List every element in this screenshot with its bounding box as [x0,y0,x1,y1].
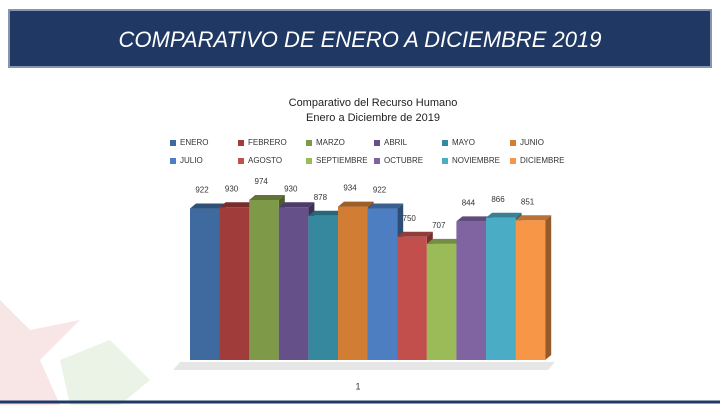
bar-top [515,215,552,221]
bar [338,206,368,360]
data-label: 930 [284,184,298,193]
bar [456,221,486,360]
legend-label: FEBRERO [248,138,287,147]
bar [278,207,309,360]
legend-swatch [442,158,448,164]
legend-label: DICIEMBRE [520,156,564,165]
x-tick-label: 1 [355,381,360,391]
header-title: COMPARATIVO DE ENERO A DICIEMBRE 2019 [119,27,602,52]
data-label: 851 [521,197,535,206]
legend-swatch [374,158,380,164]
data-label: 866 [491,195,505,204]
legend-swatch [510,158,516,164]
legend-label: MAYO [452,138,475,147]
decoration [60,340,150,405]
floor [173,362,555,370]
data-label: 922 [195,186,209,195]
data-label: 930 [225,184,239,193]
bar-top [190,203,226,209]
legend-swatch [442,140,448,146]
legend-swatch [374,140,380,146]
bar [190,208,220,360]
decoration [0,300,80,405]
bar-top [486,212,522,218]
data-label: 922 [373,186,387,195]
data-label: 934 [343,184,357,193]
bar-top [397,231,433,237]
bar-top [278,202,315,208]
bar-top [338,201,374,207]
legend-swatch [170,140,176,146]
legend-label: AGOSTO [248,156,282,165]
legend-swatch [238,140,244,146]
legend-label: ENERO [180,138,208,147]
bar [219,207,250,360]
bar-top [456,216,492,222]
bar-top [219,202,256,208]
legend-swatch [238,158,244,164]
bar [308,215,338,360]
bar [397,236,427,360]
legend-label: JULIO [180,156,203,165]
bar [515,220,546,360]
legend-label: MARZO [316,138,345,147]
legend-swatch [510,140,516,146]
legend-label: ABRIL [384,138,408,147]
legend-swatch [306,158,312,164]
data-label: 974 [255,177,269,186]
bar-top [367,203,404,209]
bar-top [249,195,285,200]
bar-top [308,210,344,216]
bar [249,200,279,360]
bar [486,217,516,360]
bar-side [545,215,552,360]
bar [367,208,398,360]
header-banner [8,9,712,68]
legend-label: OCTUBRE [384,156,423,165]
data-label: 878 [314,193,328,202]
data-label: 750 [403,214,417,223]
bar-top [426,238,463,244]
data-label: 707 [432,221,446,230]
bar [426,243,457,360]
legend-swatch [306,140,312,146]
legend-label: SEPTIEMBRE [316,156,368,165]
legend-label: JUNIO [520,138,544,147]
data-label: 844 [462,198,476,207]
legend-swatch [170,158,176,164]
chart-title: Comparativo del Recurso Humano [289,97,458,109]
chart-title: Enero a Diciembre de 2019 [306,112,440,124]
legend-label: NOVIEMBRE [452,156,500,165]
